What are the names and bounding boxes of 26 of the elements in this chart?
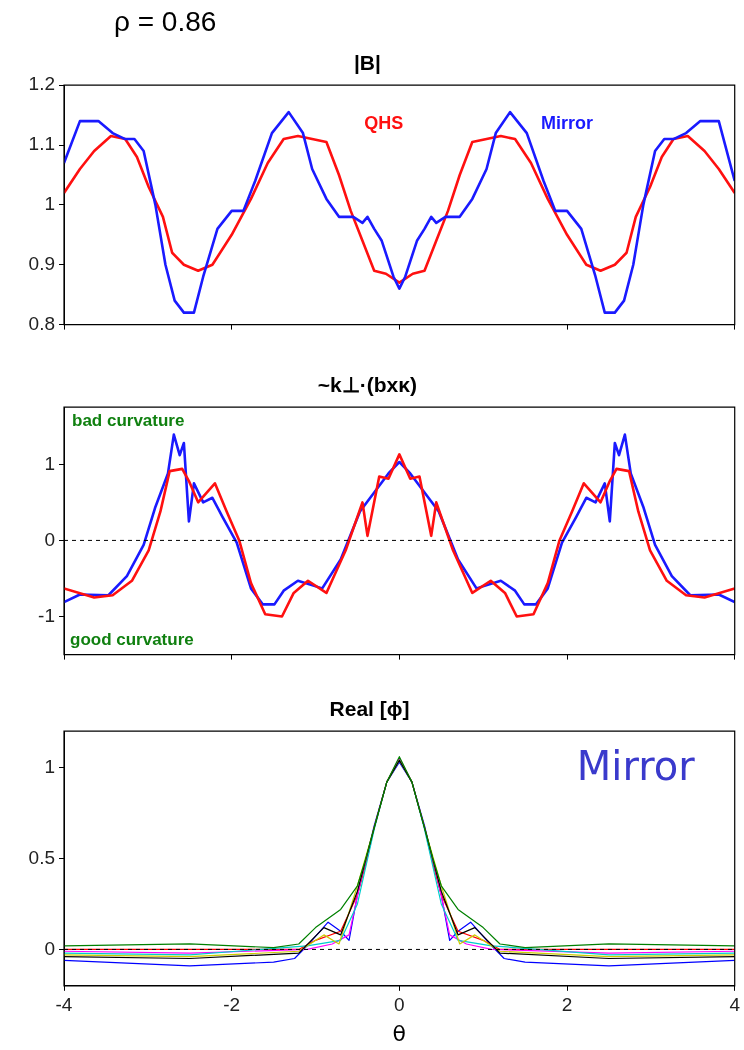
chart-title: ~k⊥·(bxκ) <box>317 373 417 397</box>
annotation: bad curvature <box>72 410 185 430</box>
x-axis-title: θ <box>392 1020 407 1046</box>
x-tick-label: -4 <box>55 994 73 1016</box>
y-tick-label: 1 <box>44 755 55 777</box>
text: QHS <box>364 113 404 134</box>
x-tick-label: -2 <box>223 994 241 1016</box>
y-tick-label: 0.8 <box>28 312 55 334</box>
y-tick-label: -1 <box>38 604 55 626</box>
y-tick-label: 1 <box>44 193 55 215</box>
y-tick-label: 1 <box>44 452 55 474</box>
y-tick-label: 0.5 <box>28 846 55 868</box>
chart-title: Real [ϕ] <box>329 697 410 721</box>
y-tick-label: 1.1 <box>28 133 55 155</box>
series-label: Mirror <box>541 113 594 134</box>
y-tick-label: 1.2 <box>28 73 55 95</box>
x-tick-label: 2 <box>561 994 573 1016</box>
y-tick-label: 0 <box>44 937 55 959</box>
y-tick-label: 0.9 <box>28 252 55 274</box>
chart-title: |B| <box>353 51 381 75</box>
annotation: Mirror <box>576 742 696 789</box>
x-tick-label: 0 <box>394 994 405 1016</box>
text: ρ = 0.86 <box>114 5 217 37</box>
annotation: good curvature <box>70 630 194 650</box>
y-tick-label: 0 <box>44 528 55 550</box>
x-tick-label: 4 <box>729 994 741 1016</box>
